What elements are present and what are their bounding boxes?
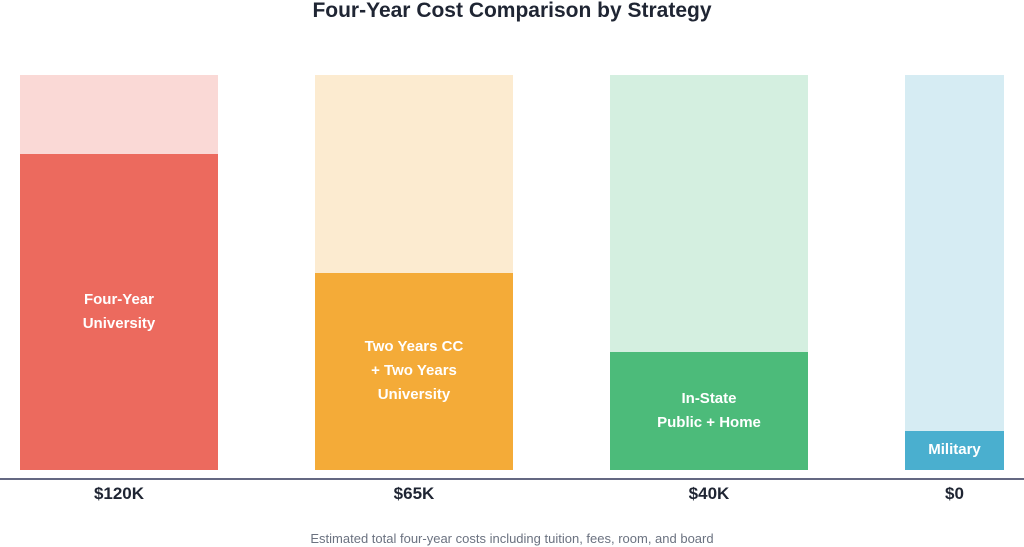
bar-label: In-State Public + Home xyxy=(657,389,761,431)
bar-fill: Four-Year University xyxy=(20,154,218,470)
bar-2: In-State Public + Home xyxy=(610,75,808,470)
bar-label: Military xyxy=(928,441,981,459)
bar-background xyxy=(905,75,1004,470)
bar-0: Four-Year University xyxy=(20,75,218,470)
bar-fill: In-State Public + Home xyxy=(610,351,808,470)
x-axis-line xyxy=(0,478,1024,480)
chart-caption: Estimated total four-year costs includin… xyxy=(310,531,714,546)
value-label: $40K xyxy=(688,484,730,503)
bar-fill: Two Years CC + Two Years University xyxy=(315,272,513,470)
bar-label: Four-Year University xyxy=(82,291,156,332)
bar-3: Military xyxy=(905,75,1004,470)
value-label: $0 xyxy=(945,484,964,503)
bar-fill: Military xyxy=(905,430,1004,470)
value-label: $120K xyxy=(93,484,145,503)
bar-label: Two Years CC + Two Years University xyxy=(364,338,464,404)
bar-1: Two Years CC + Two Years University xyxy=(315,75,513,470)
chart-title: Four-Year Cost Comparison by Strategy xyxy=(312,0,712,22)
value-label: $65K xyxy=(393,484,435,503)
